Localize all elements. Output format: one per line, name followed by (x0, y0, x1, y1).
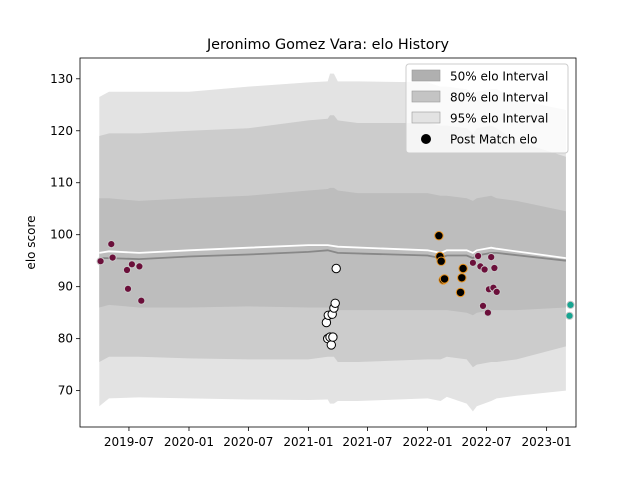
x-tick-label: 2019-07 (104, 435, 154, 449)
median-line-2 (99, 244, 567, 259)
legend-label: 95% elo Interval (450, 112, 548, 126)
legend-box (405, 63, 569, 154)
y-tick-label: 120 (50, 124, 73, 138)
x-tick-label: 2020-01 (164, 435, 214, 449)
x-tick-label: 2021-07 (342, 435, 392, 449)
data-point (487, 253, 496, 262)
legend-swatch (411, 111, 441, 124)
data-point (328, 332, 338, 342)
x-tick-label: 2020-07 (223, 435, 273, 449)
data-point (566, 300, 575, 309)
data-point (331, 263, 341, 274)
x-tick-label: 2022-07 (462, 435, 512, 449)
data-point (492, 287, 501, 296)
y-axis: 70 80 90 100 110 120 130 (50, 72, 80, 398)
data-point (434, 231, 444, 241)
data-point (123, 284, 133, 293)
y-tick-label: 130 (50, 72, 73, 86)
legend-label: Post Match elo (450, 133, 537, 147)
data-point (330, 298, 340, 308)
y-tick-label: 110 (50, 176, 73, 190)
data-point (108, 253, 117, 262)
data-point (490, 263, 499, 273)
post-match-points (96, 231, 575, 350)
data-point (436, 256, 446, 266)
y-tick-label: 100 (50, 228, 73, 242)
legend-marker (421, 134, 431, 144)
x-axis: 2019-07 2020-01 2020-07 2021-01 2021-07 2022-… (104, 427, 572, 449)
data-point (468, 258, 477, 267)
x-tick-label: 2022-01 (402, 435, 452, 449)
data-point (326, 340, 336, 350)
data-point (458, 263, 468, 274)
data-point (565, 311, 574, 320)
data-point (122, 265, 132, 275)
data-point (135, 262, 144, 271)
data-point (483, 308, 492, 317)
data-point (474, 251, 483, 261)
y-tick-label: 90 (58, 280, 73, 294)
data-point (457, 273, 467, 283)
y-axis-title: elo score (24, 215, 38, 269)
legend-swatch (411, 90, 441, 103)
data-point (439, 274, 450, 284)
data-point (455, 287, 466, 298)
legend-label: 80% elo Interval (450, 91, 548, 105)
y-tick-label: 80 (58, 332, 73, 346)
legend-label: 50% elo Interval (450, 70, 548, 84)
data-point (96, 257, 105, 266)
legend-swatch (411, 69, 441, 82)
chart-title: Jeronimo Gomez Vara: elo History (206, 37, 450, 53)
x-tick-label: 2021-01 (283, 435, 333, 449)
legend: 50% elo Interval 80% elo Interval 95% elo … (405, 63, 569, 154)
plot-frame (79, 57, 577, 428)
data-point (137, 296, 146, 305)
interval-bands (99, 73, 566, 412)
data-point (478, 301, 488, 310)
x-tick-label: 2023-01 (522, 435, 572, 449)
data-point (127, 260, 136, 269)
y-tick-label: 70 (58, 384, 73, 398)
data-point (480, 265, 489, 274)
data-point (107, 240, 116, 249)
